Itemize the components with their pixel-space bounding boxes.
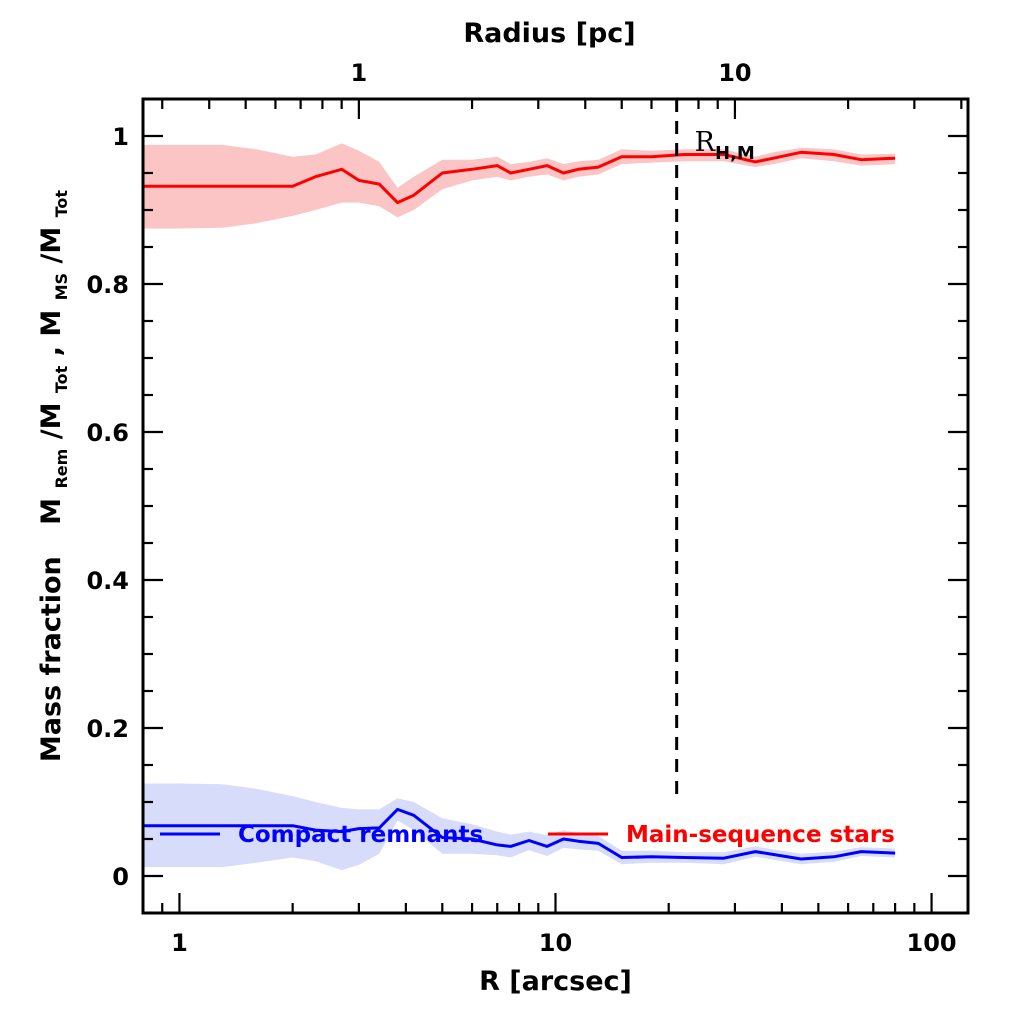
x-tick-label: 1 [171, 929, 188, 957]
y-tick-label: 0.6 [86, 419, 129, 447]
legend-label-main-sequence: Main-sequence stars [626, 822, 895, 848]
y-axis-title-sep: , M [36, 310, 67, 357]
y-axis-title-tot2-sub: Tot [52, 190, 71, 218]
series-lines [143, 150, 896, 861]
legend: Compact remnants Main-sequence stars [160, 822, 895, 848]
top-tick-label: 1 [351, 59, 368, 87]
y-tick-label: 0.4 [86, 567, 129, 595]
y-tick-label: 0.8 [86, 271, 129, 299]
line-main-sequence [143, 150, 896, 205]
x-axis-title: R [arcsec] [479, 966, 632, 997]
y-axis-title-prefix: Mass fraction [36, 556, 67, 762]
y-axis-title-tot2: /M [36, 227, 67, 264]
half-mass-radius-annotation: RH,M [675, 99, 755, 802]
line-compact-remnants [143, 807, 896, 861]
y-axis-title-rem: M [36, 498, 67, 525]
y-axis-title: Mass fraction M Rem /M Tot , M MS /M Tot [36, 190, 74, 763]
half-mass-radius-label: RH,M [695, 127, 755, 164]
y-axis-title-tot: /M [36, 403, 67, 440]
top-axis-title: Radius [pc] [463, 18, 635, 49]
band-main-sequence [143, 143, 896, 229]
x-tick-label: 10 [539, 929, 572, 957]
legend-label-compact-remnants: Compact remnants [238, 822, 483, 848]
x-tick-label: 100 [907, 929, 957, 957]
band-compact-remnants [143, 783, 896, 871]
axis-ticks [141, 99, 968, 913]
y-tick-label: 0 [112, 863, 129, 891]
y-axis-title-rem-sub: Rem [52, 449, 71, 489]
top-tick-label: 10 [718, 59, 751, 87]
y-axis-title-tot-sub: Tot [52, 365, 71, 393]
uncertainty-bands [143, 143, 896, 871]
y-tick-label: 1 [112, 123, 129, 151]
y-axis-title-ms-sub: MS [52, 273, 71, 300]
y-tick-label: 0.2 [86, 715, 129, 743]
